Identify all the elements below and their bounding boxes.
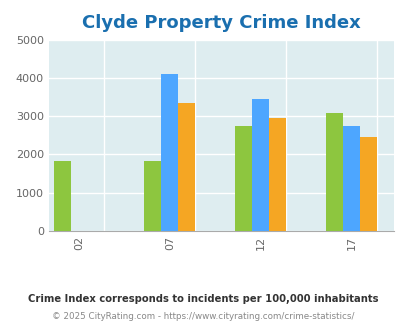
Bar [325,113,342,231]
Bar [234,126,252,231]
Bar [252,99,269,231]
Title: Clyde Property Crime Index: Clyde Property Crime Index [82,15,360,32]
Bar [269,118,286,231]
Bar [342,126,359,231]
Text: Crime Index corresponds to incidents per 100,000 inhabitants: Crime Index corresponds to incidents per… [28,294,377,304]
Bar [161,74,178,231]
Bar [53,161,70,231]
Bar [178,103,195,231]
Bar [144,161,161,231]
Bar [359,137,376,231]
Text: © 2025 CityRating.com - https://www.cityrating.com/crime-statistics/: © 2025 CityRating.com - https://www.city… [51,312,354,321]
